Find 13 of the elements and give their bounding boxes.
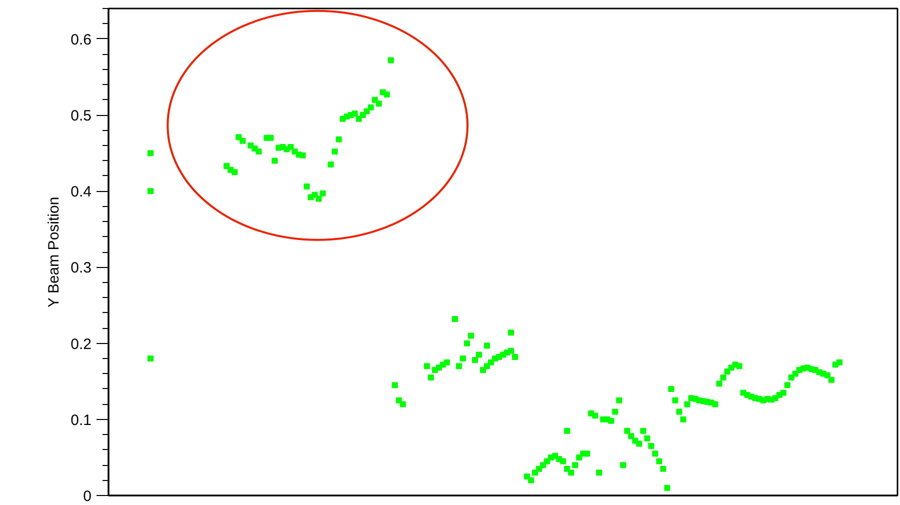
y-tick-label: 0.3: [70, 260, 92, 277]
point: [508, 348, 514, 354]
point: [564, 428, 570, 434]
y-tick-label: 0.1: [70, 412, 92, 429]
y-tick-label: 0.5: [70, 108, 92, 125]
y-tick-label: 0.2: [70, 336, 92, 353]
y-tick-label: 0.6: [70, 31, 92, 48]
y-axis-title: Y Beam Position: [46, 196, 63, 308]
point: [148, 356, 154, 362]
y-tick-label: 0: [83, 488, 92, 505]
y-tick-label: 0.4: [70, 184, 92, 201]
point: [148, 150, 154, 156]
point: [484, 342, 490, 349]
